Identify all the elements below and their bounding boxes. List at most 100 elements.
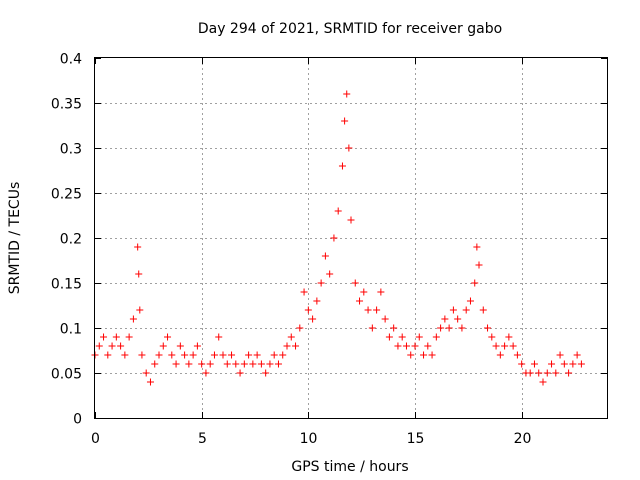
data-point — [488, 333, 496, 341]
data-point — [445, 324, 453, 332]
data-point — [202, 369, 210, 377]
data-point — [159, 342, 167, 350]
data-point — [292, 342, 300, 350]
data-point — [552, 369, 560, 377]
data-point — [181, 351, 189, 359]
y-tick-label: 0.4 — [60, 52, 82, 68]
data-point — [135, 270, 143, 278]
data-point — [326, 270, 334, 278]
y-tick-label: 0.25 — [51, 187, 82, 203]
data-point — [368, 324, 376, 332]
data-point — [347, 216, 355, 224]
data-point — [100, 333, 108, 341]
x-axis-label: GPS time / hours — [291, 459, 408, 475]
x-tick-labels: 0 5 10 15 20 — [91, 431, 531, 447]
data-point — [565, 369, 573, 377]
data-point — [454, 315, 462, 323]
data-point — [473, 243, 481, 251]
data-point — [249, 360, 257, 368]
data-point — [398, 333, 406, 341]
data-point — [475, 261, 483, 269]
data-point — [240, 360, 248, 368]
y-tick-labels: 0 0.05 0.1 0.15 0.2 0.25 0.3 0.35 0.4 — [51, 52, 82, 428]
data-point — [185, 360, 193, 368]
data-point — [228, 351, 236, 359]
data-point — [351, 279, 359, 287]
data-point — [556, 351, 564, 359]
data-point — [129, 315, 137, 323]
data-point — [317, 279, 325, 287]
data-point — [210, 351, 218, 359]
data-point — [466, 297, 474, 305]
data-point — [321, 252, 329, 260]
data-point — [543, 369, 551, 377]
y-tick-label: 0.1 — [60, 322, 82, 338]
data-point — [138, 351, 146, 359]
data-point — [364, 306, 372, 314]
data-point — [394, 342, 402, 350]
plot-frame — [94, 57, 608, 419]
grid — [95, 58, 607, 418]
data-point — [334, 207, 342, 215]
y-tick-label: 0.15 — [51, 277, 82, 293]
data-point — [501, 342, 509, 350]
data-point — [345, 144, 353, 152]
y-tick-label: 0.05 — [51, 367, 82, 383]
data-point — [172, 360, 180, 368]
data-point — [309, 315, 317, 323]
data-point — [104, 351, 112, 359]
data-point — [95, 342, 103, 350]
data-point — [176, 342, 184, 350]
data-point — [300, 288, 308, 296]
data-point — [377, 288, 385, 296]
data-point — [151, 360, 159, 368]
data-point — [505, 333, 513, 341]
data-point — [496, 351, 504, 359]
x-tick-label: 20 — [514, 431, 532, 447]
y-axis-label: SRMTID / TECUs — [7, 182, 23, 295]
data-point — [223, 360, 231, 368]
chart-title: Day 294 of 2021, SRMTID for receiver gab… — [198, 21, 502, 37]
data-point — [449, 306, 457, 314]
data-point — [577, 360, 585, 368]
data-point — [279, 351, 287, 359]
data-point — [462, 306, 470, 314]
data-point — [385, 333, 393, 341]
data-point — [360, 288, 368, 296]
data-point — [548, 360, 556, 368]
data-point — [189, 351, 197, 359]
data-point — [146, 378, 154, 386]
data-point — [560, 360, 568, 368]
data-point — [121, 351, 129, 359]
data-point — [484, 324, 492, 332]
x-tick-label: 0 — [91, 431, 100, 447]
data-point — [341, 117, 349, 125]
x-tick-label: 15 — [407, 431, 425, 447]
y-tick-label: 0 — [73, 412, 82, 428]
data-point — [193, 342, 201, 350]
data-point — [330, 234, 338, 242]
data-point — [402, 342, 410, 350]
data-point — [518, 360, 526, 368]
data-point — [343, 90, 351, 98]
data-point — [168, 351, 176, 359]
data-point — [245, 351, 253, 359]
data-point — [287, 333, 295, 341]
x-tick-label: 10 — [300, 431, 318, 447]
data-point — [125, 333, 133, 341]
data-point — [283, 342, 291, 350]
data-point — [236, 369, 244, 377]
data-point — [164, 333, 172, 341]
data-point — [112, 333, 120, 341]
data-point — [373, 306, 381, 314]
data-point — [296, 324, 304, 332]
data-point — [509, 342, 517, 350]
data-point — [274, 360, 282, 368]
data-point — [513, 351, 521, 359]
data-point — [219, 351, 227, 359]
y-tick-label: 0.35 — [51, 97, 82, 113]
data-point — [415, 333, 423, 341]
data-point — [262, 369, 270, 377]
